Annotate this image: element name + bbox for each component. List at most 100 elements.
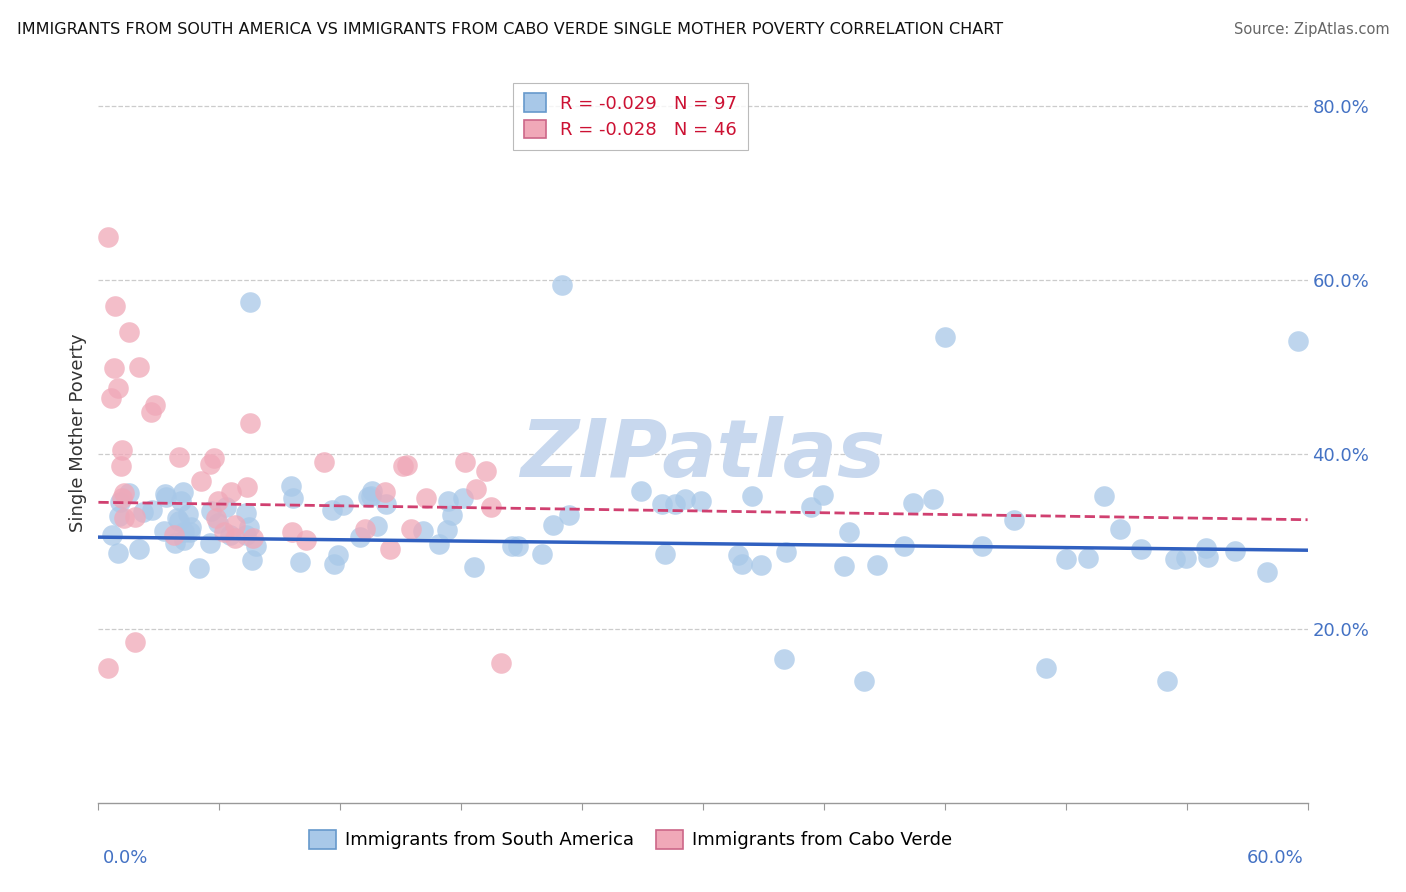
Point: [551, 277, 574, 292]
Point: [236, 480, 259, 494]
Point: [124, 634, 146, 648]
Point: [118, 326, 141, 340]
Point: [107, 546, 129, 560]
Text: Source: ZipAtlas.com: Source: ZipAtlas.com: [1233, 22, 1389, 37]
Point: [224, 518, 246, 533]
Point: [172, 485, 194, 500]
Point: [530, 548, 553, 562]
Text: 0.0%: 0.0%: [103, 849, 148, 867]
Point: [427, 536, 450, 550]
Point: [242, 531, 264, 545]
Point: [173, 533, 195, 547]
Point: [245, 539, 267, 553]
Point: [128, 542, 150, 557]
Point: [1035, 661, 1057, 675]
Point: [354, 522, 377, 536]
Point: [349, 529, 371, 543]
Point: [294, 533, 316, 547]
Point: [107, 381, 129, 395]
Point: [1256, 565, 1278, 579]
Point: [866, 558, 889, 573]
Point: [112, 511, 135, 525]
Point: [179, 525, 201, 540]
Point: [132, 505, 155, 519]
Point: [180, 519, 202, 533]
Point: [501, 539, 523, 553]
Point: [464, 482, 486, 496]
Point: [238, 416, 260, 430]
Point: [163, 527, 186, 541]
Point: [167, 450, 190, 464]
Point: [204, 510, 226, 524]
Point: [834, 558, 856, 573]
Point: [1175, 550, 1198, 565]
Point: [103, 299, 125, 313]
Point: [332, 498, 354, 512]
Point: [101, 528, 124, 542]
Point: [103, 360, 125, 375]
Point: [972, 539, 994, 553]
Point: [281, 491, 304, 506]
Point: [153, 486, 176, 500]
Point: [475, 464, 498, 478]
Point: [558, 508, 581, 523]
Point: [1286, 334, 1309, 348]
Point: [281, 524, 304, 539]
Point: [288, 555, 311, 569]
Point: [391, 459, 413, 474]
Point: [741, 489, 763, 503]
Point: [378, 542, 401, 557]
Point: [238, 519, 260, 533]
Point: [454, 455, 477, 469]
Point: [100, 391, 122, 405]
Point: [893, 539, 915, 553]
Point: [219, 528, 242, 542]
Point: [921, 492, 943, 507]
Point: [141, 502, 163, 516]
Point: [202, 451, 225, 466]
Point: [117, 485, 139, 500]
Point: [1092, 489, 1115, 503]
Point: [1156, 673, 1178, 688]
Point: [198, 536, 221, 550]
Point: [110, 458, 132, 473]
Point: [1164, 552, 1187, 566]
Point: [375, 497, 398, 511]
Point: [200, 504, 222, 518]
Point: [374, 485, 396, 500]
Point: [143, 398, 166, 412]
Point: [1129, 542, 1152, 557]
Point: [108, 509, 131, 524]
Point: [934, 330, 956, 344]
Point: [1108, 522, 1130, 536]
Point: [853, 673, 876, 688]
Point: [1223, 544, 1246, 558]
Point: [188, 560, 211, 574]
Point: [1002, 513, 1025, 527]
Point: [775, 545, 797, 559]
Point: [415, 491, 437, 505]
Point: [219, 485, 242, 500]
Point: [163, 536, 186, 550]
Text: 60.0%: 60.0%: [1247, 849, 1303, 867]
Point: [128, 360, 150, 375]
Point: [214, 524, 236, 539]
Point: [838, 524, 860, 539]
Point: [399, 522, 422, 536]
Point: [312, 455, 335, 469]
Point: [152, 524, 174, 538]
Point: [207, 494, 229, 508]
Point: [124, 509, 146, 524]
Point: [1054, 552, 1077, 566]
Text: IMMIGRANTS FROM SOUTH AMERICA VS IMMIGRANTS FROM CABO VERDE SINGLE MOTHER POVERT: IMMIGRANTS FROM SOUTH AMERICA VS IMMIGRA…: [17, 22, 1002, 37]
Point: [731, 557, 754, 571]
Point: [396, 458, 419, 472]
Point: [167, 514, 190, 528]
Point: [451, 491, 474, 505]
Point: [630, 484, 652, 499]
Point: [727, 548, 749, 562]
Point: [441, 508, 464, 523]
Point: [321, 503, 343, 517]
Y-axis label: Single Mother Poverty: Single Mother Poverty: [69, 334, 87, 532]
Point: [235, 506, 257, 520]
